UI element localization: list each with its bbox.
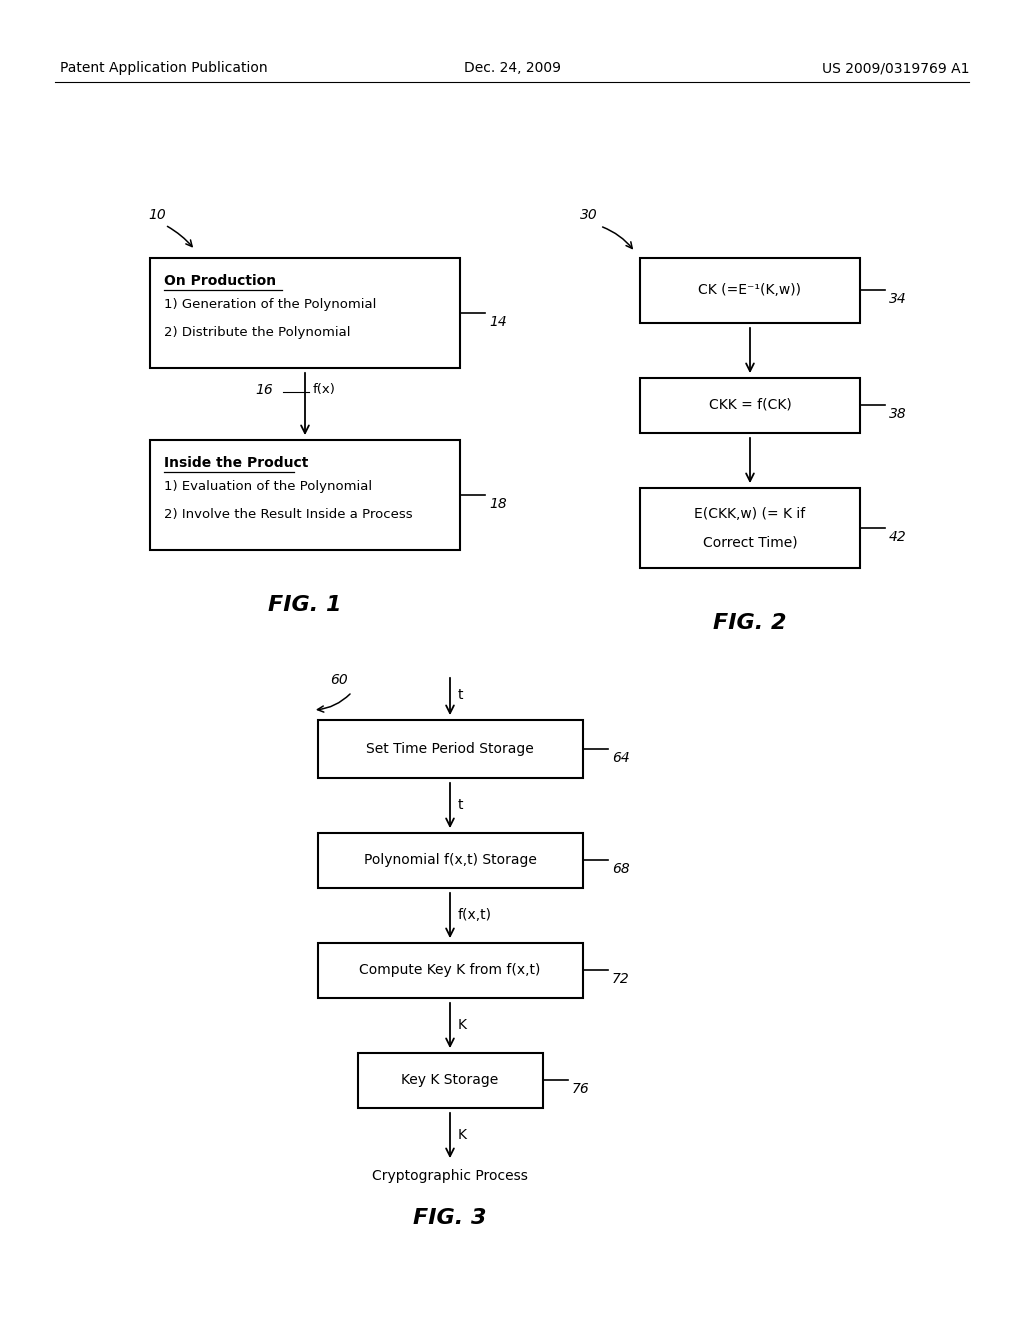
- Text: FIG. 3: FIG. 3: [414, 1208, 486, 1228]
- Text: E(CKK,w) (= K if: E(CKK,w) (= K if: [694, 507, 806, 521]
- Text: 18: 18: [489, 498, 507, 511]
- Text: FIG. 2: FIG. 2: [714, 612, 786, 634]
- Text: CKK = f(CK): CKK = f(CK): [709, 399, 792, 412]
- Text: 38: 38: [889, 407, 906, 421]
- Text: 16: 16: [255, 383, 272, 397]
- Text: Cryptographic Process: Cryptographic Process: [372, 1170, 528, 1183]
- Bar: [318, 942, 583, 998]
- Text: 1) Evaluation of the Polynomial: 1) Evaluation of the Polynomial: [164, 480, 372, 492]
- Text: 2) Distribute the Polynomial: 2) Distribute the Polynomial: [164, 326, 350, 339]
- Text: Dec. 24, 2009: Dec. 24, 2009: [464, 61, 560, 75]
- Text: 68: 68: [612, 862, 630, 876]
- Text: f(x,t): f(x,t): [458, 908, 492, 921]
- Text: K: K: [458, 1018, 467, 1032]
- Bar: [318, 719, 583, 777]
- Text: Key K Storage: Key K Storage: [401, 1073, 499, 1086]
- Bar: [640, 257, 860, 323]
- Text: US 2009/0319769 A1: US 2009/0319769 A1: [821, 61, 969, 75]
- Text: 72: 72: [612, 972, 630, 986]
- Bar: [318, 833, 583, 888]
- Text: 2) Involve the Result Inside a Process: 2) Involve the Result Inside a Process: [164, 508, 413, 521]
- Text: 14: 14: [489, 315, 507, 329]
- Text: 60: 60: [330, 673, 348, 686]
- Text: 42: 42: [889, 531, 906, 544]
- Text: Inside the Product: Inside the Product: [164, 455, 308, 470]
- Text: Patent Application Publication: Patent Application Publication: [60, 61, 267, 75]
- Bar: [358, 1053, 543, 1107]
- Text: 34: 34: [889, 292, 906, 306]
- Bar: [150, 257, 460, 368]
- Text: On Production: On Production: [164, 275, 276, 288]
- Text: CK (=E⁻¹(K,w)): CK (=E⁻¹(K,w)): [698, 282, 802, 297]
- Text: 1) Generation of the Polynomial: 1) Generation of the Polynomial: [164, 298, 377, 312]
- Text: 76: 76: [572, 1082, 590, 1096]
- Text: Polynomial f(x,t) Storage: Polynomial f(x,t) Storage: [364, 853, 537, 867]
- Text: Correct Time): Correct Time): [702, 535, 798, 549]
- Bar: [640, 378, 860, 433]
- Text: Set Time Period Storage: Set Time Period Storage: [367, 742, 534, 756]
- Text: t: t: [458, 688, 464, 702]
- Text: K: K: [458, 1129, 467, 1142]
- Bar: [640, 488, 860, 568]
- Text: FIG. 1: FIG. 1: [268, 595, 342, 615]
- Text: 30: 30: [580, 209, 598, 222]
- Text: 10: 10: [148, 209, 166, 222]
- Text: 64: 64: [612, 751, 630, 766]
- Text: t: t: [458, 799, 464, 812]
- Bar: [150, 440, 460, 550]
- Text: Compute Key K from f(x,t): Compute Key K from f(x,t): [359, 964, 541, 977]
- Text: f(x): f(x): [313, 384, 336, 396]
